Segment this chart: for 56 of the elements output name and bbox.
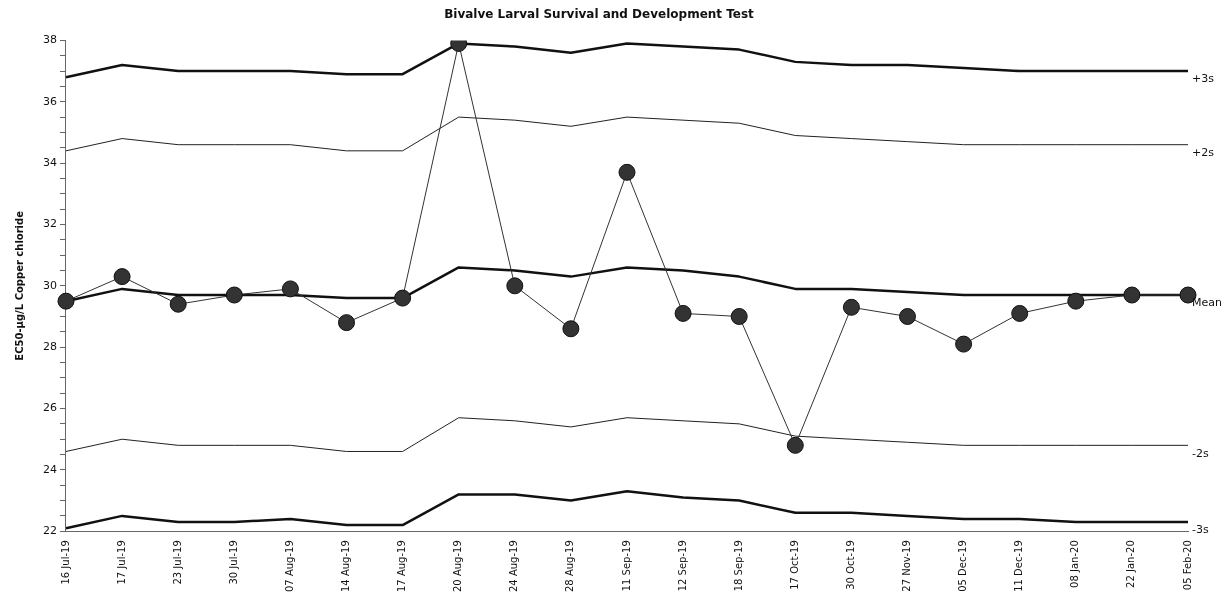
- chart-title: Bivalve Larval Survival and Development Test: [444, 7, 755, 22]
- x-tick-label: 28 Aug-19: [564, 540, 576, 592]
- x-tick-label: 12 Sep-19: [676, 540, 688, 592]
- point: [394, 289, 412, 307]
- point: [786, 436, 804, 454]
- x-tick-label: 22 Jan-20: [1125, 540, 1137, 588]
- point: [338, 314, 355, 332]
- point: [57, 292, 75, 310]
- y-tick-label: 38: [43, 33, 57, 47]
- y-tick-label: 22: [43, 524, 57, 538]
- x-tick-label: 14 Aug-19: [340, 540, 352, 592]
- point: [899, 308, 916, 325]
- point: [1011, 304, 1029, 322]
- series-label: -3s: [1192, 523, 1209, 537]
- series-label: +2s: [1192, 146, 1215, 160]
- point: [842, 298, 860, 316]
- x-tick-label: 17 Aug-19: [396, 540, 408, 592]
- x-tick-label: 18 Sep-19: [732, 540, 744, 592]
- x-tick-label: 11 Dec-19: [1013, 540, 1025, 592]
- point: [506, 277, 524, 295]
- x-tick-label: 17 Jul-19: [115, 540, 127, 585]
- point: [225, 286, 243, 304]
- x-tick-label: 23 Jul-19: [171, 540, 183, 585]
- point: [113, 268, 131, 286]
- x-tick-label: 20 Aug-19: [452, 540, 464, 592]
- x-tick-label: 11 Sep-19: [620, 540, 632, 592]
- x-tick-label: 17 Oct-19: [788, 540, 800, 590]
- series-label: Mean: [1192, 296, 1222, 310]
- x-tick-label: 24 Aug-19: [508, 540, 520, 592]
- y-tick-label: 32: [43, 217, 57, 231]
- point: [955, 335, 973, 353]
- x-tick-label: 16 Jul-19: [59, 540, 71, 585]
- x-tick-label: 30 Oct-19: [844, 540, 856, 590]
- series-label: -2s: [1192, 446, 1209, 460]
- y-tick-label: 34: [43, 155, 57, 169]
- point: [618, 163, 636, 181]
- y-tick-label: 26: [43, 401, 57, 415]
- x-tick-label: 05 Dec-19: [957, 540, 969, 592]
- x-tick-label: 30 Jul-19: [227, 540, 239, 585]
- y-tick-label: 30: [43, 278, 57, 292]
- y-tick-label: 28: [43, 340, 57, 354]
- x-tick-label: 08 Jan-20: [1069, 540, 1081, 588]
- y-axis-title: EC50-µg/L Copper chloride: [13, 210, 25, 361]
- x-tick-label: 07 Aug-19: [283, 540, 295, 592]
- y-tick-label: 24: [43, 462, 57, 476]
- point: [1123, 286, 1141, 304]
- point: [562, 320, 580, 338]
- point: [281, 280, 299, 298]
- y-tick-label: 36: [43, 94, 57, 108]
- x-tick-label: 27 Nov-19: [901, 540, 913, 592]
- x-tick-label: 05 Feb-20: [1181, 540, 1193, 591]
- series-label: +3s: [1192, 72, 1215, 86]
- point: [169, 295, 187, 313]
- point: [674, 304, 692, 322]
- point: [1067, 292, 1085, 310]
- point: [730, 308, 748, 325]
